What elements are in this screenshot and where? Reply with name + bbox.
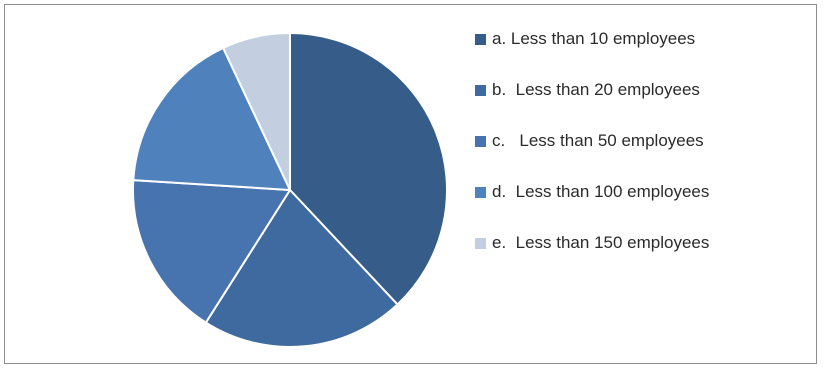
legend-item-c: c. Less than 50 employees — [475, 131, 815, 151]
legend-item-e: e. Less than 150 employees — [475, 233, 815, 253]
legend-swatch — [475, 186, 486, 198]
pie-slice-b — [204, 189, 399, 348]
legend-swatch — [475, 237, 486, 249]
legend-label: d. Less than 100 employees — [492, 182, 710, 201]
legend-item-b: b. Less than 20 employees — [475, 80, 815, 100]
legend-swatch — [475, 135, 486, 147]
pie-slice-c — [132, 179, 291, 324]
pie-slice-e — [222, 32, 291, 191]
pie-slice-a — [289, 32, 448, 306]
legend-label: a. Less than 10 employees — [492, 29, 696, 48]
legend-swatch — [475, 84, 486, 96]
legend-item-a: a. Less than 10 employees — [475, 29, 815, 49]
chart-legend: a. Less than 10 employees b. Less than 20… — [475, 29, 815, 284]
legend-item-d: d. Less than 100 employees — [475, 182, 815, 202]
legend-label: b. Less than 20 employees — [492, 80, 700, 99]
legend-label: c. Less than 50 employees — [492, 131, 704, 150]
legend-swatch — [475, 33, 486, 45]
pie-slice-d — [132, 46, 291, 191]
legend-label: e. Less than 150 employees — [492, 233, 710, 252]
